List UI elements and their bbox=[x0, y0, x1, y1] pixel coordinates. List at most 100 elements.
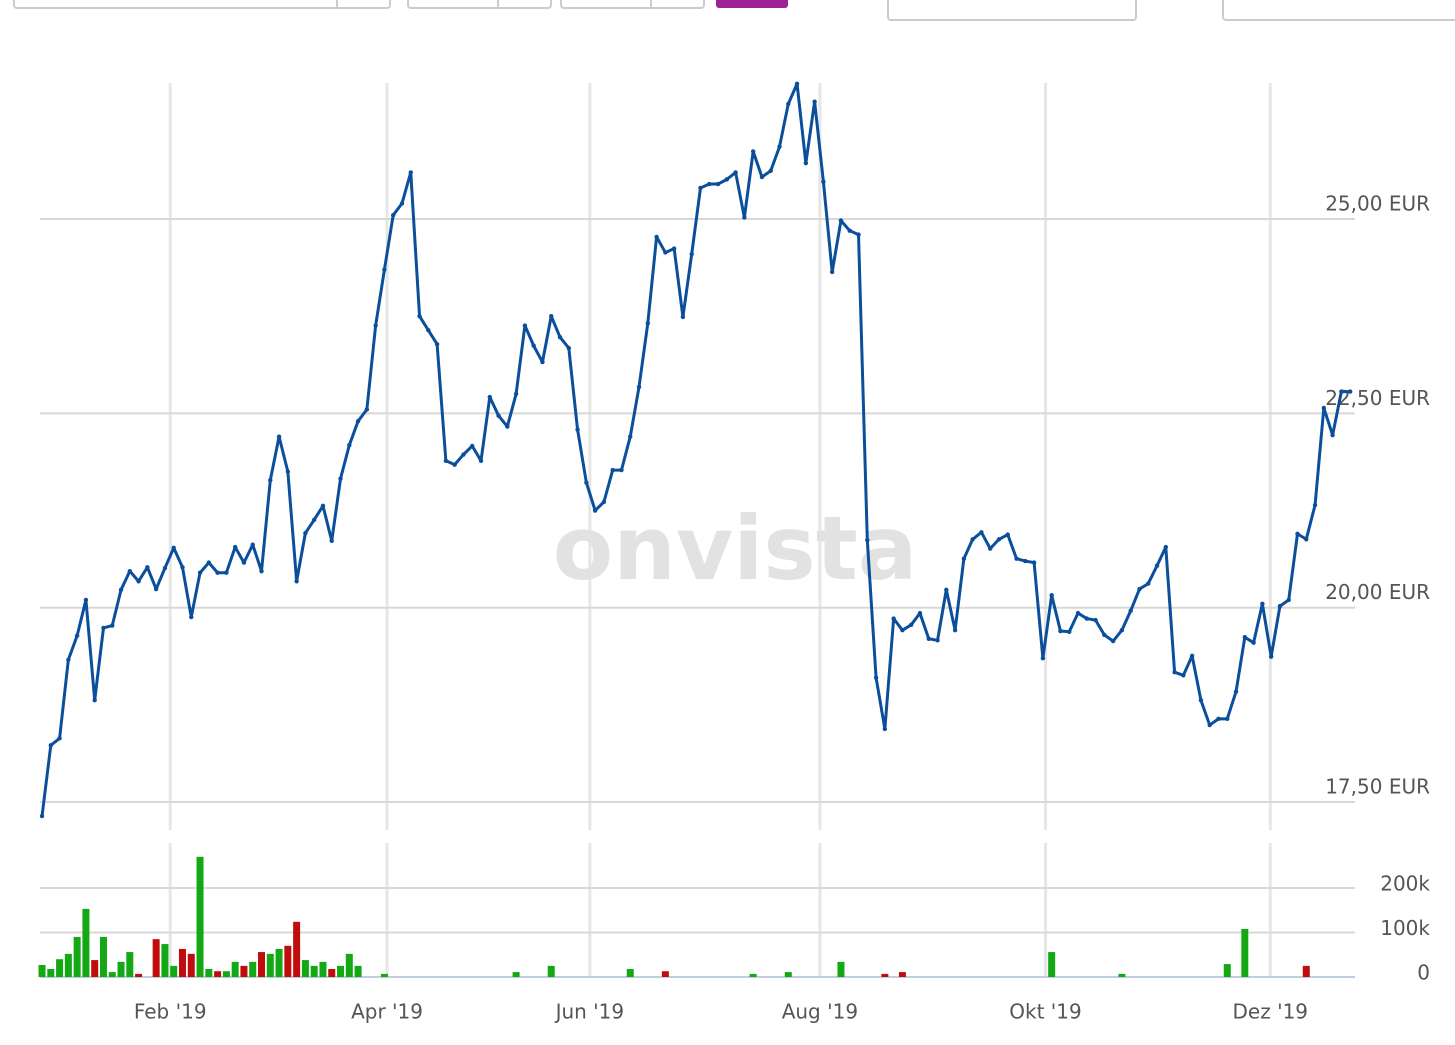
price-point bbox=[619, 467, 624, 473]
price-point bbox=[1031, 560, 1037, 565]
price-point bbox=[1128, 608, 1133, 613]
price-point bbox=[373, 323, 378, 328]
price-point bbox=[917, 610, 923, 616]
volume-bar bbox=[117, 961, 125, 977]
price-point bbox=[680, 314, 686, 320]
price-point bbox=[1233, 689, 1239, 694]
price-point bbox=[320, 503, 326, 509]
price-point bbox=[1251, 640, 1256, 645]
volume-bar bbox=[205, 968, 213, 977]
price-point bbox=[531, 343, 536, 348]
x-tick-label: Okt '19 bbox=[1009, 1000, 1081, 1024]
price-point bbox=[1330, 432, 1335, 438]
price-point bbox=[513, 391, 519, 397]
price-point bbox=[900, 628, 905, 633]
price-point bbox=[654, 234, 659, 240]
y-tick-label: 17,50 EUR bbox=[1325, 775, 1430, 799]
price-point bbox=[1084, 616, 1089, 621]
volume-bar bbox=[214, 971, 222, 977]
price-point bbox=[1154, 563, 1160, 568]
price-point bbox=[777, 144, 782, 149]
volume-bar bbox=[47, 968, 55, 977]
select-box[interactable] bbox=[560, 0, 705, 9]
volume-bar bbox=[345, 953, 353, 977]
price-point bbox=[891, 616, 896, 621]
price-point bbox=[838, 218, 844, 223]
volume-bar bbox=[626, 968, 634, 977]
volume-bar bbox=[837, 961, 845, 977]
price-point bbox=[329, 538, 334, 544]
price-point bbox=[882, 726, 888, 732]
price-point bbox=[496, 413, 501, 418]
price-point bbox=[663, 250, 668, 255]
price-point bbox=[189, 614, 194, 620]
price-point bbox=[803, 160, 809, 166]
price-point bbox=[259, 568, 264, 574]
price-point bbox=[944, 587, 949, 593]
price-point bbox=[794, 81, 800, 86]
price-point bbox=[48, 743, 53, 748]
price-point bbox=[197, 570, 203, 575]
price-point bbox=[101, 625, 106, 631]
price-point bbox=[1040, 656, 1046, 661]
select-box[interactable] bbox=[1222, 0, 1455, 21]
price-point bbox=[382, 267, 387, 272]
price-point bbox=[1163, 544, 1169, 550]
price-point bbox=[1268, 654, 1274, 659]
price-point bbox=[750, 149, 756, 154]
price-point bbox=[1023, 558, 1028, 564]
price-point bbox=[557, 334, 563, 340]
price-point bbox=[733, 170, 738, 175]
volume-bar bbox=[1302, 965, 1310, 977]
price-point bbox=[443, 458, 449, 463]
price-point bbox=[1146, 581, 1151, 586]
price-point bbox=[74, 633, 80, 638]
price-point bbox=[399, 201, 405, 206]
price-point bbox=[171, 545, 176, 551]
price-point bbox=[206, 560, 212, 565]
price-point bbox=[961, 556, 967, 561]
price-line bbox=[40, 82, 1351, 817]
volume-bar bbox=[187, 953, 195, 977]
price-point bbox=[347, 443, 352, 448]
select-box[interactable] bbox=[887, 0, 1137, 21]
volume-bar bbox=[126, 952, 134, 977]
price-point bbox=[1260, 601, 1265, 607]
price-point bbox=[1225, 716, 1230, 722]
price-point bbox=[110, 623, 115, 628]
volume-bar bbox=[1223, 964, 1231, 977]
search-input[interactable] bbox=[13, 0, 391, 9]
price-point bbox=[1058, 628, 1063, 634]
price-point bbox=[1189, 653, 1195, 659]
volume-bar bbox=[108, 972, 116, 977]
price-point bbox=[311, 517, 317, 523]
price-point bbox=[153, 586, 159, 592]
price-point bbox=[786, 101, 791, 107]
y-tick-label: 200k bbox=[1380, 871, 1430, 895]
volume-bar bbox=[547, 965, 555, 977]
price-point bbox=[1181, 673, 1186, 678]
price-point bbox=[127, 568, 133, 574]
volume-bar bbox=[293, 921, 301, 977]
price-point bbox=[118, 587, 124, 593]
price-point bbox=[1119, 628, 1125, 633]
x-tick-label: Aug '19 bbox=[782, 1000, 858, 1024]
price-point bbox=[268, 478, 273, 483]
price-point bbox=[1075, 610, 1081, 616]
price-point bbox=[1347, 389, 1353, 394]
volume-bar bbox=[64, 953, 72, 977]
price-point bbox=[768, 168, 773, 174]
volume-bar bbox=[196, 856, 204, 977]
volume-bar bbox=[266, 953, 274, 977]
price-point bbox=[698, 185, 703, 191]
action-button[interactable] bbox=[716, 0, 788, 8]
select-box[interactable] bbox=[407, 0, 552, 9]
price-point bbox=[1172, 670, 1177, 675]
volume-bar bbox=[178, 948, 186, 977]
price-point bbox=[250, 542, 255, 547]
volume-bar bbox=[38, 964, 46, 977]
x-tick-label: Jun '19 bbox=[554, 1000, 625, 1024]
price-point bbox=[224, 570, 229, 575]
volume-bar bbox=[56, 959, 64, 977]
